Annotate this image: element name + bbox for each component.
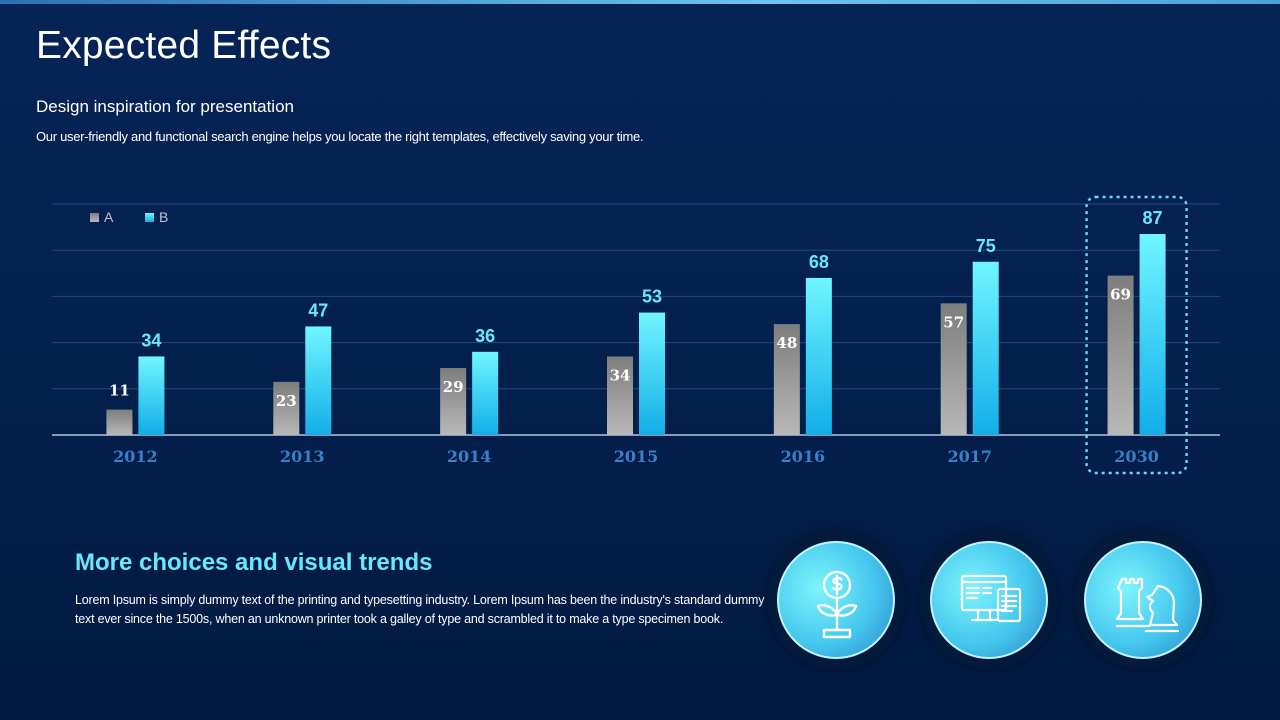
bar-a-2016 xyxy=(773,324,800,435)
bar-b-2013 xyxy=(305,326,332,435)
bar-chart: A B 11 34 2012 23 47 2013 29 36 2014 34 53 2015 48 68 2… xyxy=(52,195,1220,475)
bar-b-2015 xyxy=(639,312,665,435)
bar-a-2030 xyxy=(1107,275,1134,435)
icon-badge-computer xyxy=(920,531,1058,669)
data-label-a-2030: 69 xyxy=(1110,286,1131,304)
icon-badge-growth xyxy=(767,531,905,669)
data-label-a-2016: 48 xyxy=(776,334,797,352)
legend-label-a: A xyxy=(104,209,114,225)
data-label-b-2016: 68 xyxy=(809,252,829,272)
bar-b-2017 xyxy=(972,261,999,435)
top-accent-line xyxy=(0,0,1280,4)
bar-a-2012 xyxy=(106,409,133,435)
category-label-2014: 2014 xyxy=(447,447,492,466)
category-label-2012: 2012 xyxy=(113,447,158,466)
data-label-b-2017: 75 xyxy=(976,236,996,256)
legend-swatch-a xyxy=(90,213,99,222)
money-plant-icon xyxy=(816,570,858,639)
bar-a-2015 xyxy=(607,356,633,435)
bar-b-2016 xyxy=(805,277,832,435)
data-label-b-2014: 36 xyxy=(475,326,495,346)
data-label-b-2030: 87 xyxy=(1143,208,1163,228)
category-label-2030: 2030 xyxy=(1114,447,1159,466)
highlight-box-2030 xyxy=(1085,195,1188,475)
bar-a-2013 xyxy=(273,381,300,435)
category-label-2016: 2016 xyxy=(781,447,826,466)
page-subtitle: Design inspiration for presentation xyxy=(36,97,294,116)
chess-pieces-icon xyxy=(1115,577,1180,633)
page-title: Expected Effects xyxy=(36,24,332,67)
category-label-2015: 2015 xyxy=(614,447,659,466)
bar-b-2030 xyxy=(1139,234,1166,435)
bar-b-2014 xyxy=(472,351,499,435)
computer-documents-icon xyxy=(960,574,1022,623)
category-label-2017: 2017 xyxy=(947,447,992,466)
data-label-b-2012: 34 xyxy=(141,330,161,350)
category-label-2013: 2013 xyxy=(280,447,325,466)
bar-a-2017 xyxy=(940,303,967,435)
legend-label-b: B xyxy=(159,209,168,225)
data-label-a-2017: 57 xyxy=(943,313,964,331)
data-label-a-2014: 29 xyxy=(443,378,464,396)
data-label-b-2015: 53 xyxy=(642,287,662,307)
bar-a-2014 xyxy=(440,368,467,435)
data-label-a-2013: 23 xyxy=(276,392,297,410)
page-description: Our user-friendly and functional search … xyxy=(36,129,644,144)
data-label-b-2013: 47 xyxy=(308,300,328,320)
icon-badge-strategy xyxy=(1074,531,1212,669)
data-label-a-2012: 11 xyxy=(109,382,130,400)
legend-swatch-b xyxy=(145,213,154,222)
data-label-a-2015: 34 xyxy=(610,366,631,384)
bar-b-2012 xyxy=(138,356,165,435)
section-heading: More choices and visual trends xyxy=(75,549,433,576)
section-body: Lorem Ipsum is simply dummy text of the … xyxy=(75,593,765,626)
